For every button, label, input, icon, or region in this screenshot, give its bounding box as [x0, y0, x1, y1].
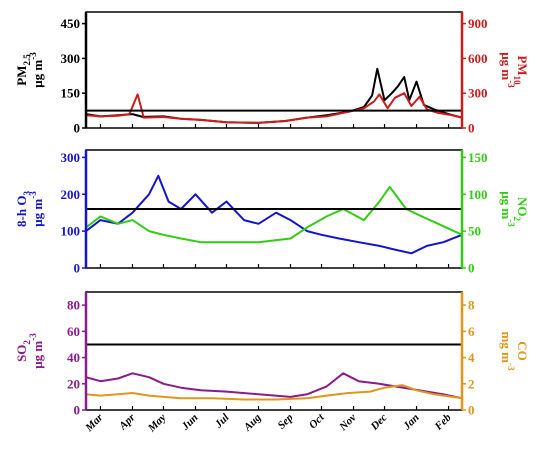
right-tick-label: 0: [468, 403, 475, 418]
month-tick-label: Apr: [116, 411, 138, 433]
month-tick-label: May: [145, 412, 169, 436]
month-tick-label: Oct: [307, 411, 327, 431]
right-axis-unit: mg m-3: [499, 332, 516, 371]
left-axis-name: PM2.5: [14, 54, 32, 86]
chart-panel-3: 0 20 40 60 80 0 2 4 6 8 Mar Apr May Jun Jul Aug Sep Oct No…: [14, 291, 530, 436]
month-tick-label: Nov: [337, 412, 359, 434]
month-tick-label: Jul: [212, 411, 232, 431]
month-tick-label: Jan: [400, 412, 421, 433]
left-axis-unit: μg m-3: [28, 191, 45, 227]
right-tick-label: 4: [468, 350, 475, 365]
series-line-2-1: [85, 174, 463, 255]
left-tick-label: 150: [61, 86, 81, 101]
left-tick-label: 60: [67, 324, 80, 339]
left-axis-name: 8-h O3: [14, 191, 32, 227]
right-tick-label: 6: [468, 324, 475, 339]
right-tick-label: 8: [468, 298, 475, 313]
left-tick-label: 20: [67, 376, 80, 391]
left-tick-label: 200: [61, 187, 81, 202]
right-tick-label: 0: [468, 261, 475, 276]
plot-frame-3: [85, 291, 463, 411]
left-tick-label: 300: [61, 150, 81, 165]
right-axis-name: CO: [515, 341, 530, 361]
left-tick-label: 300: [61, 51, 81, 66]
right-axis-unit: μg m-3: [499, 52, 516, 88]
left-tick-label: 40: [67, 350, 80, 365]
month-tick-label: Feb: [432, 411, 454, 433]
right-axis-unit: μg m-3: [499, 191, 516, 227]
month-tick-label: Jun: [179, 412, 201, 434]
right-tick-label: 100: [468, 187, 488, 202]
right-tick-label: 0: [468, 121, 475, 136]
series-line-2-2: [85, 185, 463, 244]
left-tick-label: 0: [74, 121, 81, 136]
left-tick-label: 0: [74, 403, 81, 418]
left-tick-label: 450: [61, 16, 81, 31]
left-tick-label: 100: [61, 224, 81, 239]
right-tick-label: 600: [468, 51, 488, 66]
right-tick-label: 300: [468, 86, 488, 101]
right-tick-label: 2: [468, 376, 475, 391]
right-tick-label: 900: [468, 16, 488, 31]
month-tick-label: Aug: [241, 411, 264, 434]
left-axis-name: SO2: [14, 340, 32, 362]
series-line-1-2: [85, 92, 463, 124]
left-tick-label: 80: [67, 298, 80, 313]
left-axis-unit: μg m-3: [28, 52, 45, 88]
left-tick-label: 0: [74, 261, 81, 276]
month-tick-label: Dec: [368, 412, 390, 434]
left-axis-title-1: PM2.5μg m-3: [14, 52, 45, 88]
right-tick-label: 150: [468, 150, 488, 165]
left-axis-unit: μg m-3: [28, 333, 45, 369]
right-axis-name: NO2: [512, 197, 530, 222]
series-line-3-2: [85, 384, 463, 401]
right-axis-name: PM10: [512, 55, 530, 85]
right-tick-label: 50: [468, 224, 481, 239]
month-tick-label: Sep: [275, 411, 296, 432]
series-line-3-1: [85, 372, 463, 400]
month-tick-label: Mar: [83, 411, 107, 435]
